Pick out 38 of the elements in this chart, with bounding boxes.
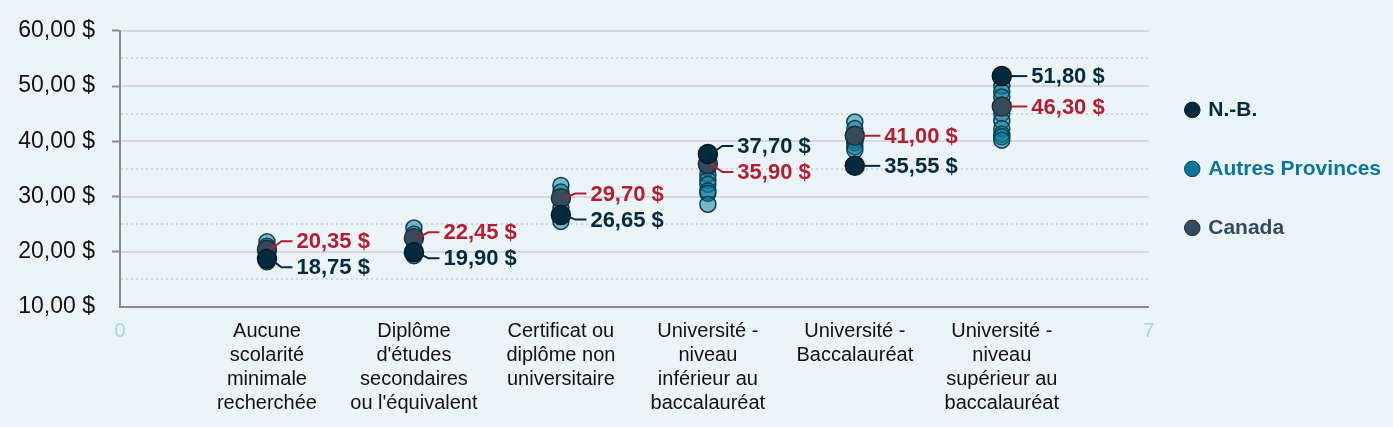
data-label: 29,70 $ <box>590 180 664 206</box>
x-tick-label: 7 <box>1143 318 1155 341</box>
data-label: 46,30 $ <box>1031 93 1105 119</box>
data-label: 26,65 $ <box>590 206 664 232</box>
x-tick-label: Université - niveau inférieur au baccalauréat <box>650 318 766 413</box>
y-tick-label: 10,00 $ <box>18 292 96 319</box>
data-label: 18,75 $ <box>296 254 370 280</box>
data-label: 37,70 $ <box>737 133 811 159</box>
point <box>991 96 1013 117</box>
y-tick-label: 20,00 $ <box>18 237 96 264</box>
point <box>844 155 866 177</box>
data-label: 41,00 $ <box>884 122 958 148</box>
point <box>844 125 866 147</box>
legend-label: Canada <box>1208 214 1285 238</box>
point <box>991 65 1013 87</box>
point <box>697 143 719 165</box>
legend-label: N.-B. <box>1208 96 1258 120</box>
x-tick-label: Université - Baccalauréat <box>796 318 914 365</box>
data-label: 35,55 $ <box>884 152 958 178</box>
legend-label: Autres Provinces <box>1208 155 1382 179</box>
y-tick-label: 60,00 $ <box>18 16 96 43</box>
point <box>403 242 425 263</box>
x-tick-label: Diplôme d'études secondaires ou l'équivalent <box>350 318 478 413</box>
data-label: 20,35 $ <box>296 228 370 254</box>
y-tick-label: 30,00 $ <box>18 181 96 208</box>
data-label: 35,90 $ <box>737 159 811 185</box>
x-tick-label: Certificat ou diplôme non universitaire <box>506 318 616 389</box>
point <box>256 248 278 269</box>
y-tick-label: 40,00 $ <box>18 126 96 153</box>
data-label: 22,45 $ <box>443 219 517 245</box>
x-tick-label: 0 <box>114 318 126 341</box>
data-label: 51,80 $ <box>1031 63 1105 89</box>
data-label: 19,90 $ <box>443 245 517 271</box>
x-tick-label: Aucune scolarité minimale recherchée <box>216 318 317 413</box>
x-tick-label: Université - niveau supérieur au baccalauréat <box>944 318 1060 413</box>
point <box>699 195 717 213</box>
point <box>550 204 572 226</box>
y-tick-label: 50,00 $ <box>18 71 96 98</box>
